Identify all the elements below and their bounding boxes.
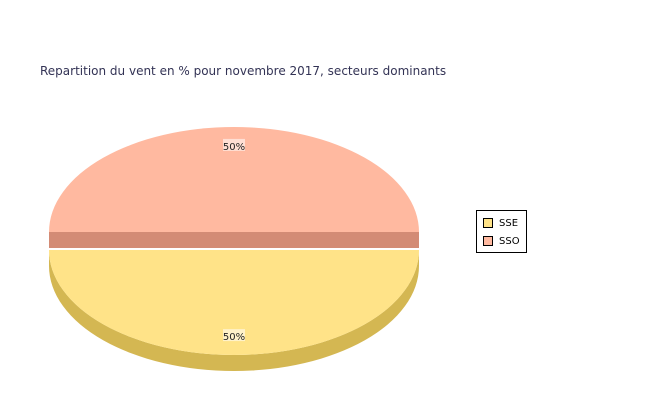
pie-slice-top-sse xyxy=(49,250,419,355)
data-label-sso: 50% xyxy=(223,142,245,153)
legend-item-sso: SSO xyxy=(483,235,520,247)
legend-label-sse: SSE xyxy=(499,217,519,229)
legend-swatch-sso xyxy=(483,236,493,246)
data-label-bg-sso xyxy=(223,138,245,151)
pie-slice-side-sso xyxy=(49,232,419,248)
legend-item-sse: SSE xyxy=(483,217,518,229)
pie-slice-sso: 50% xyxy=(49,127,419,248)
data-label-sse: 50% xyxy=(223,332,245,343)
pie-slice-sse: 50% xyxy=(49,250,419,371)
data-label-bg-sse xyxy=(223,329,245,342)
legend-label-sso: SSO xyxy=(499,235,520,247)
chart-title: Repartition du vent en % pour novembre 2… xyxy=(40,64,447,78)
legend-swatch-sse xyxy=(483,218,493,228)
pie-slice-top-sso xyxy=(49,127,419,232)
legend: SSE SSO xyxy=(476,210,527,253)
